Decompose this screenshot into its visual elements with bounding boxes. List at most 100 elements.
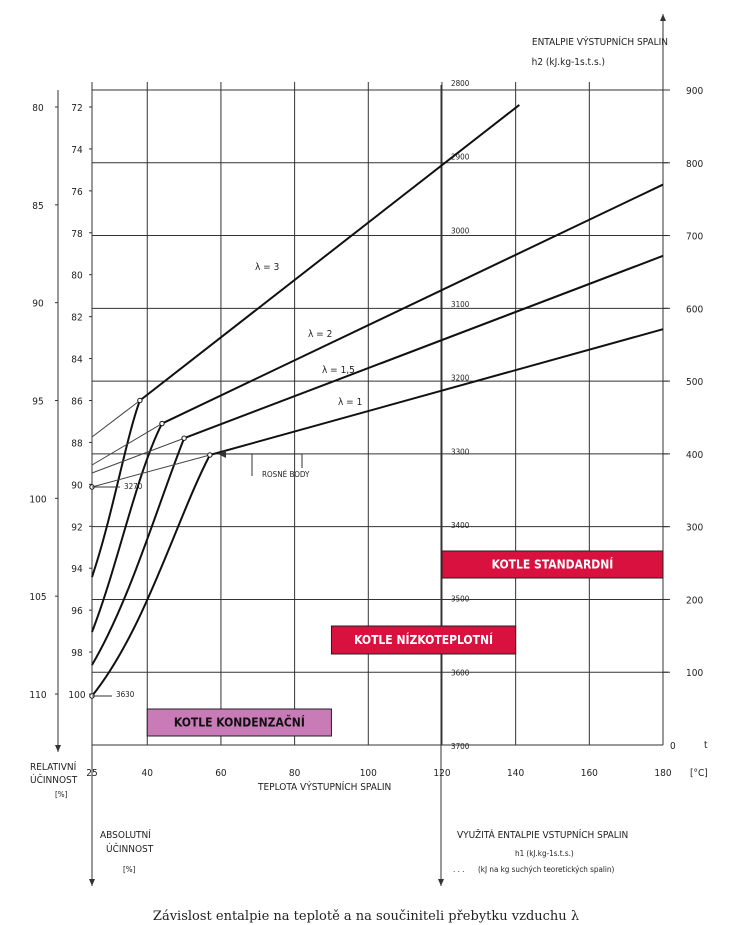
relative-tick-label: 90 <box>32 299 44 310</box>
dew-point <box>159 420 165 427</box>
inner-tick-label: 3700 <box>451 742 470 751</box>
relative-label-line2: ÚČINNOST <box>30 773 78 786</box>
absolute-tick-label: 98 <box>71 648 83 659</box>
dew-bracket <box>251 453 303 476</box>
point-label-upper: 3270 <box>124 482 143 491</box>
inner-tick-label: 3600 <box>451 668 470 677</box>
absolute-axis-line-arrow <box>89 879 95 886</box>
inner-tick-label: 3000 <box>451 226 470 235</box>
region-label: KOTLE KONDENZAČNÍ <box>174 715 305 730</box>
inner-tick-label: 3200 <box>451 374 470 383</box>
region-box <box>330 625 517 655</box>
inner-tick-label: 2800 <box>451 79 470 88</box>
series-extension <box>91 437 185 474</box>
right-tick-label: 800 <box>686 159 703 170</box>
absolute-label-line2: ÚČINNOST <box>106 842 154 855</box>
inner-tick-label: 3500 <box>451 595 470 604</box>
series-tail <box>91 400 141 578</box>
absolute-tick-label: 74 <box>71 145 83 156</box>
x-tick-label: 180 <box>654 768 671 779</box>
series-tail <box>91 437 186 666</box>
series-label: λ = 2 <box>308 329 332 340</box>
x-tick-label: 80 <box>289 768 301 779</box>
right-tick-label: 200 <box>686 595 703 606</box>
absolute-label-line1: ABSOLUTNÍ <box>100 828 151 841</box>
absolute-tick-label: 100 <box>68 690 85 701</box>
absolute-tick-label: 82 <box>71 313 82 324</box>
absolute-tick-label: 84 <box>71 355 83 366</box>
inner-tick-label: 3100 <box>451 300 470 309</box>
series-line <box>161 183 664 425</box>
right-tick-label: 900 <box>686 86 703 97</box>
inner-tick-label: 3300 <box>451 447 470 456</box>
dew-point <box>181 435 187 441</box>
series-extension <box>91 400 141 438</box>
bottom-right-title-2: h1 (kJ.kg-1s.t.s.) <box>515 849 574 858</box>
series-label: λ = 1 <box>338 397 362 408</box>
x-axis-unit: [°C] <box>690 768 708 779</box>
bottom-right-dots: . . . <box>453 865 464 874</box>
tick-labels: 0 100 200 300 400 500 600 700 800 900 2800 2900 3000… <box>29 79 703 779</box>
relative-tick-label: 110 <box>29 690 46 701</box>
relative-tick-label: 95 <box>32 397 43 408</box>
right-axis-t-label: t <box>704 740 708 751</box>
series-line <box>183 254 664 440</box>
region-boxes: KOTLE STANDARDNÍ KOTLE NÍZKOTEPLOTNÍ KOTLE… <box>146 550 664 737</box>
x-axis-title: TEPLOTA VÝSTUPNÍCH SPALIN <box>257 780 391 793</box>
inner-axis-line-arrow <box>438 879 444 886</box>
region-label: KOTLE STANDARDNÍ <box>492 557 614 572</box>
dew-point <box>207 452 213 458</box>
region-box <box>441 550 664 579</box>
series-extension <box>91 454 211 488</box>
relative-axis-line-arrow <box>55 745 61 752</box>
right-tick-label: 300 <box>686 523 703 534</box>
series-tail <box>91 423 163 633</box>
figure-caption: Závislost entalpie na teplotě a na souči… <box>153 909 579 924</box>
dew-arrow-head <box>218 450 226 458</box>
region-box <box>146 708 332 737</box>
series-label: λ = 1,5 <box>322 365 355 376</box>
absolute-tick-label: 76 <box>71 187 83 198</box>
right-tick-label: 500 <box>686 377 703 388</box>
bottom-right-title-3: (kJ na kg suchých teoretických spalin) <box>478 865 614 874</box>
right-tick-label: 600 <box>686 304 703 315</box>
relative-tick-label: 85 <box>32 201 43 212</box>
inner-tick-label: 3400 <box>451 521 470 530</box>
curves: λ = 3 λ = 2 λ = 1,5 λ = 1 <box>89 104 664 699</box>
right-axis-unit: h2 (kJ.kg-1s.t.s.) <box>532 57 605 68</box>
x-tick-label: 60 <box>215 768 227 779</box>
relative-unit: [%] <box>55 790 68 799</box>
dew-points-label: ROSNÉ BODY <box>262 468 310 479</box>
absolute-tick-label: 90 <box>71 480 83 491</box>
series-label: λ = 3 <box>255 262 279 273</box>
right-tick-label: 400 <box>686 450 703 461</box>
absolute-tick-label: 80 <box>71 271 83 282</box>
relative-tick-label: 100 <box>29 494 46 505</box>
x-tick-label: 140 <box>507 768 524 779</box>
x-tick-label: 160 <box>581 768 598 779</box>
x-tick-label: 25 <box>86 768 97 779</box>
right-tick-label: 700 <box>686 232 703 243</box>
relative-tick-label: 105 <box>29 592 46 603</box>
series-extension <box>91 423 163 466</box>
absolute-tick-label: 72 <box>71 103 82 114</box>
series-tail <box>91 454 211 697</box>
absolute-tick-label: 92 <box>71 522 82 533</box>
relative-tick-label: 80 <box>32 103 44 114</box>
x-tick-label: 100 <box>360 768 377 779</box>
region-label: KOTLE NÍZKOTEPLOTNÍ <box>354 632 493 647</box>
series-line <box>209 328 664 456</box>
bottom-right-title-1: VYUŽITÁ ENTALPIE VSTUPNÍCH SPALIN <box>457 828 628 841</box>
inner-tick-label: 2900 <box>451 153 470 162</box>
dew-point <box>137 397 143 404</box>
point-label-lower: 3630 <box>116 690 135 699</box>
x-tick-label: 40 <box>142 768 154 779</box>
absolute-tick-label: 94 <box>71 564 83 575</box>
absolute-tick-label: 86 <box>71 397 83 408</box>
right-tick-label: 0 <box>670 741 676 752</box>
x-tick-label: 120 <box>433 768 450 779</box>
right-tick-label: 100 <box>686 668 703 679</box>
absolute-tick-label: 78 <box>71 229 83 240</box>
absolute-tick-label: 88 <box>71 438 83 449</box>
